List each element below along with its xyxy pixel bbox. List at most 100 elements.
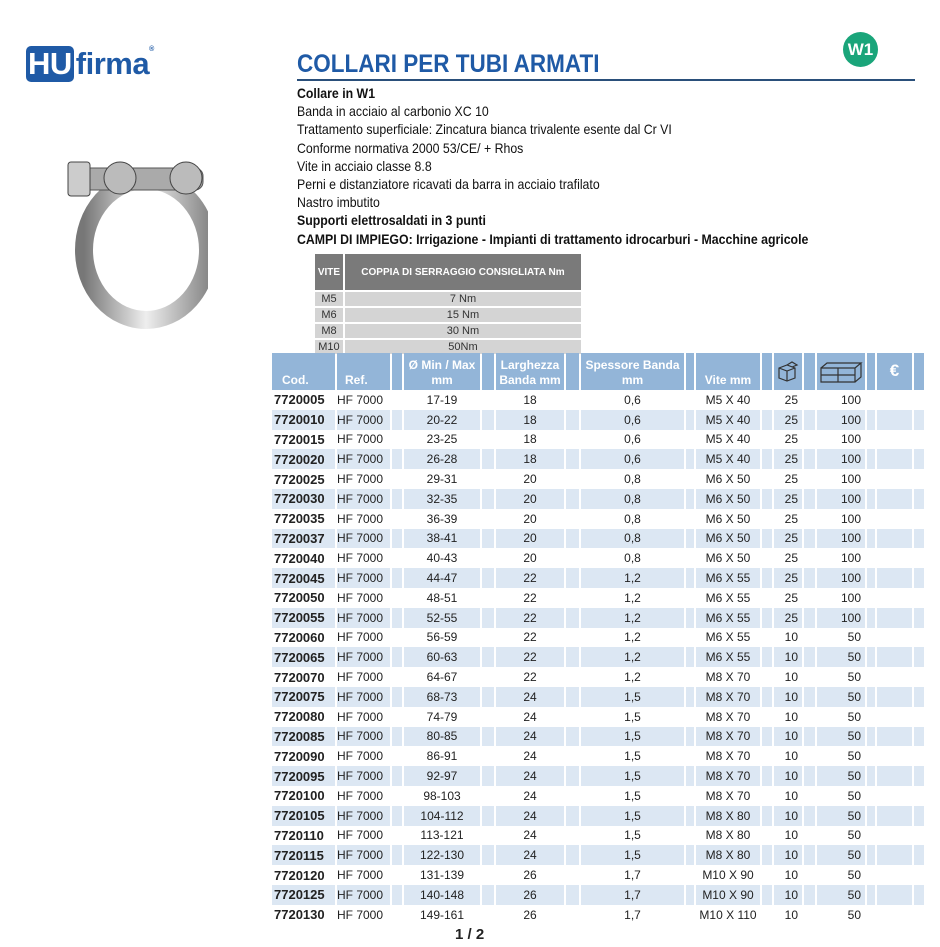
cell-spacer [566, 528, 579, 549]
cell-cod: 7720030 [272, 488, 335, 509]
cell-ref: HF 7000 [337, 709, 384, 724]
cell-spacer [867, 845, 875, 866]
cell-spacer [482, 686, 494, 707]
cell-cod: 7720110 [274, 827, 324, 843]
cell-spacer [867, 390, 875, 410]
cell-width: 20 [523, 511, 537, 526]
screw-size: M6 [315, 306, 345, 323]
description-line: Supporti elettrosaldati in 3 punti [297, 212, 486, 229]
cell-thickness: 0,6 [581, 449, 684, 470]
table-row: 7720030 HF 7000 32-35 20 0,8 M6 X 50 25 100 [272, 488, 924, 509]
cell-spacer [762, 449, 772, 470]
cell-spacer [914, 726, 924, 747]
cell-ref: HF 7000 [337, 432, 384, 447]
cell-spacer [482, 766, 494, 786]
cell-spacer [392, 488, 402, 509]
cell-spacer [914, 746, 924, 766]
cell-spacer [914, 865, 924, 885]
cell-ref: HF 7000 [337, 749, 384, 764]
cell-spacer [867, 746, 875, 766]
hufirma-logo: HU firma® [26, 46, 154, 82]
cell-spacer [914, 409, 924, 430]
cell-spacer [804, 607, 815, 628]
cell-price [877, 430, 912, 450]
table-row: 7720095 HF 7000 92-97 24 1,5 M8 X 70 10 50 [272, 766, 924, 786]
cell-screw: M8 X 70 [696, 686, 760, 707]
description-line: Trattamento superficiale: Zincatura bian… [297, 121, 672, 138]
cell-price [877, 588, 912, 608]
cell-width: 22 [496, 568, 564, 588]
torque-table: VITE COPPIA DI SERRAGGIO CONSIGLIATA Nm … [315, 254, 584, 354]
table-row: 7720090 HF 7000 86-91 24 1,5 M8 X 70 10 50 [272, 746, 924, 766]
cell-screw: M6 X 50 [696, 528, 760, 549]
cell-thickness: 1,5 [624, 828, 641, 843]
cell-pack-large: 50 [847, 828, 861, 843]
cell-spacer [686, 390, 694, 410]
header-spacer [914, 353, 924, 390]
cell-pack-small: 10 [784, 630, 798, 645]
cell-spacer [686, 786, 694, 806]
cell-screw: M8 X 70 [696, 726, 760, 747]
cell-pack-small: 25 [784, 551, 798, 566]
page-title: COLLARI PER TUBI ARMATI [297, 50, 600, 78]
cell-spacer [482, 786, 494, 806]
cell-thickness: 0,8 [581, 488, 684, 509]
cell-pack-large: 100 [840, 511, 861, 526]
cell-spacer [914, 430, 924, 450]
cell-ref: HF 7000 [337, 670, 384, 685]
cell-spacer [392, 469, 402, 489]
cell-spacer [804, 905, 815, 925]
cell-spacer [762, 766, 772, 786]
cell-diameter: 92-97 [404, 766, 480, 786]
cell-thickness: 1,5 [581, 686, 684, 707]
cell-price [877, 786, 912, 806]
cell-pack-large: 50 [847, 670, 861, 685]
cell-cod: 7720130 [274, 907, 325, 923]
cell-width: 22 [523, 670, 537, 685]
cell-pack-large: 50 [847, 630, 861, 645]
cell-spacer [867, 509, 875, 529]
cell-screw: M8 X 80 [696, 805, 760, 826]
cell-ref: HF 7000 [337, 409, 390, 430]
cell-spacer [804, 766, 815, 786]
cell-spacer [392, 826, 402, 846]
cell-width: 22 [523, 630, 537, 645]
cell-cod: 7720100 [274, 788, 325, 804]
cell-spacer [804, 548, 815, 568]
cell-spacer [686, 469, 694, 489]
cell-screw: M8 X 80 [696, 845, 760, 866]
cell-width: 24 [523, 749, 537, 764]
table-row: 7720045 HF 7000 44-47 22 1,2 M6 X 55 25 100 [272, 568, 924, 588]
cell-spacer [867, 588, 875, 608]
cell-spacer [867, 766, 875, 786]
cell-width: 22 [496, 607, 564, 628]
table-row: 7720080 HF 7000 74-79 24 1,5 M8 X 70 10 50 [272, 707, 924, 727]
cell-thickness: 1,7 [624, 907, 641, 922]
cell-pack-large: 50 [847, 907, 861, 922]
cell-spacer [914, 607, 924, 628]
cell-spacer [482, 568, 494, 588]
cell-spacer [804, 469, 815, 489]
cell-pack-small: 10 [774, 647, 802, 668]
cell-spacer [867, 548, 875, 568]
cell-screw: M6 X 55 [696, 568, 760, 588]
cell-spacer [762, 865, 772, 885]
torque-value: 30 Nm [343, 322, 584, 339]
cell-thickness: 1,2 [624, 630, 641, 645]
description-line: Collare in W1 [297, 85, 376, 101]
cell-thickness: 0,8 [624, 551, 641, 566]
cell-spacer [566, 865, 579, 885]
header-spacer [686, 353, 694, 390]
w1-badge: W1 [843, 32, 878, 67]
cell-pack-large: 100 [817, 488, 865, 509]
cell-spacer [914, 449, 924, 470]
cell-cod: 7720010 [272, 409, 335, 430]
cell-pack-small: 25 [774, 449, 802, 470]
cell-ref: HF 7000 [337, 568, 390, 588]
cell-spacer [686, 766, 694, 786]
table-row: 7720035 HF 7000 36-39 20 0,8 M6 X 50 25 100 [272, 509, 924, 529]
cell-spacer [914, 805, 924, 826]
header-width: Larghezza Banda mm [496, 353, 564, 390]
screw-size: M5 [315, 290, 345, 307]
cell-price [877, 746, 912, 766]
